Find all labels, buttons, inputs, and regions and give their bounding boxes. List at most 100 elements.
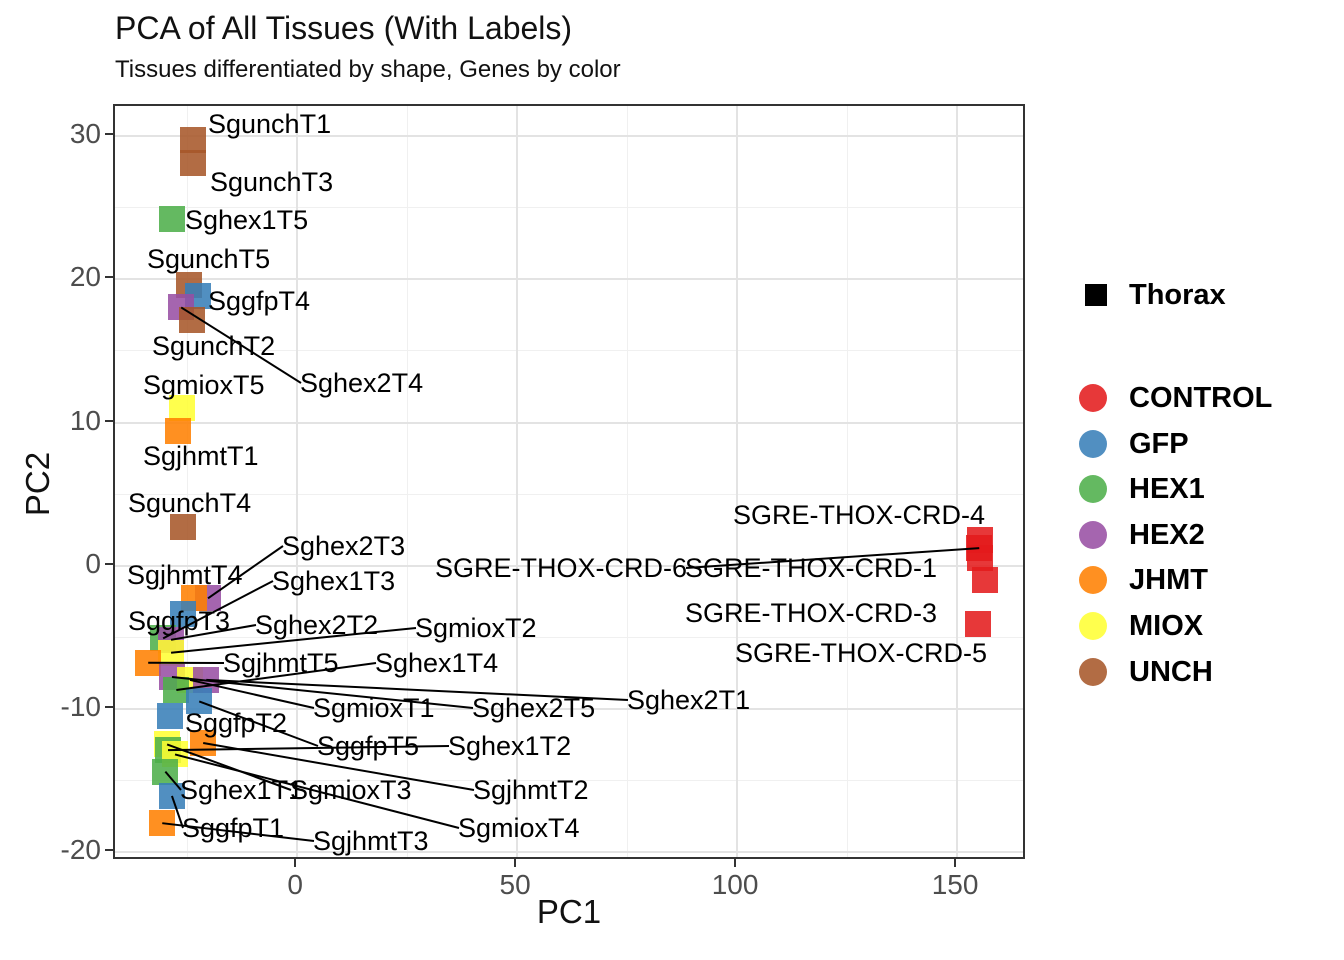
legend-thorax-label: Thorax xyxy=(1129,279,1226,311)
legend-color-swatch-control xyxy=(1079,384,1107,412)
chart-subtitle: Tissues differentiated by shape, Genes b… xyxy=(115,56,621,83)
y-axis-tick xyxy=(105,849,113,852)
point-label: SgmioxT5 xyxy=(143,370,265,400)
x-major-gridline xyxy=(736,106,739,857)
data-point xyxy=(157,702,184,729)
y-axis-tick-label: 0 xyxy=(85,547,101,579)
point-label: SGRE-THOX-CRD-1 xyxy=(685,553,938,583)
x-minor-gridline xyxy=(626,106,628,857)
legend-color-label-control: CONTROL xyxy=(1129,382,1273,414)
x-axis-tick-label: 100 xyxy=(711,869,759,900)
point-label: SggfpT2 xyxy=(185,708,288,738)
legend-color-swatch-jhmt xyxy=(1079,566,1107,595)
x-axis-tick xyxy=(514,859,517,867)
point-label: SgmioxT2 xyxy=(415,613,537,643)
legend-thorax-square-swatch xyxy=(1085,284,1107,306)
point-label: SggfpT1 xyxy=(182,813,285,843)
point-label: Sghex2T3 xyxy=(282,531,406,561)
point-label: SgmioxT3 xyxy=(290,775,412,805)
point-label: SggfpT5 xyxy=(317,731,420,761)
point-label: Sghex1T2 xyxy=(448,731,572,761)
y-major-gridline xyxy=(115,851,1023,854)
data-point xyxy=(165,417,192,444)
point-label: SgunchT5 xyxy=(147,244,271,274)
data-point xyxy=(169,513,196,540)
y-minor-gridline xyxy=(115,780,1023,782)
point-label: SgunchT1 xyxy=(208,109,332,139)
x-minor-gridline xyxy=(186,106,188,857)
y-minor-gridline xyxy=(115,637,1023,638)
legend-color-swatch-unch xyxy=(1079,657,1107,686)
x-axis-tick xyxy=(734,859,737,867)
y-minor-gridline xyxy=(115,207,1023,209)
point-label: SgunchT3 xyxy=(210,167,334,197)
point-label: SgmioxT4 xyxy=(458,813,580,843)
x-minor-gridline xyxy=(406,106,408,857)
point-label: Sghex2T1 xyxy=(627,685,751,715)
x-axis-tick-label: 50 xyxy=(499,869,531,900)
data-point xyxy=(169,394,196,421)
legend-color-swatch-hex2 xyxy=(1079,520,1107,549)
x-axis-tick-label: 0 xyxy=(287,869,303,900)
point-label: SgjhmtT1 xyxy=(143,441,259,471)
data-point xyxy=(135,649,162,676)
legend-color-swatch-miox xyxy=(1079,612,1107,640)
point-label: SgunchT2 xyxy=(152,331,276,361)
y-axis-tick xyxy=(105,706,113,709)
point-label: Sghex2T5 xyxy=(472,693,596,723)
legend-color-swatch-gfp xyxy=(1079,429,1107,458)
legend-color-label-jhmt: JHMT xyxy=(1129,564,1208,597)
y-minor-gridline xyxy=(115,493,1023,495)
legend-color-label-miox: MIOX xyxy=(1129,610,1204,642)
y-major-gridline xyxy=(115,564,1023,567)
point-label: SggfpT4 xyxy=(208,286,311,316)
point-label: SgunchT4 xyxy=(128,488,252,518)
data-point xyxy=(152,758,179,785)
y-axis-tick-label: -20 xyxy=(60,834,101,866)
point-label: SgjhmtT4 xyxy=(127,560,243,590)
y-axis-tick-label: -10 xyxy=(60,691,101,723)
point-label: Sghex1T1 xyxy=(180,775,304,805)
point-label: SgjhmtT3 xyxy=(313,826,429,856)
point-label: Sghex1T5 xyxy=(185,205,309,235)
y-major-gridline xyxy=(115,708,1023,711)
y-major-gridline xyxy=(115,278,1023,281)
y-major-gridline xyxy=(115,135,1023,138)
point-label: Sghex1T4 xyxy=(375,648,499,678)
x-axis-title: PC1 xyxy=(536,893,602,930)
y-axis-title: PC2 xyxy=(19,451,56,517)
legend-color-label-hex2: HEX2 xyxy=(1129,518,1205,551)
y-axis-tick xyxy=(105,133,113,136)
data-point xyxy=(180,126,207,153)
data-point xyxy=(964,611,991,638)
point-label: SGRE-THOX-CRD-6 xyxy=(435,553,688,583)
chart-title: PCA of All Tissues (With Labels) xyxy=(115,10,573,46)
x-major-gridline xyxy=(516,106,519,857)
legend-color-label-unch: UNCH xyxy=(1129,655,1213,688)
y-axis-tick-label: 10 xyxy=(69,404,101,436)
data-point xyxy=(971,566,998,593)
y-axis-tick xyxy=(105,419,113,422)
legend-color-swatch-hex1 xyxy=(1079,475,1107,504)
x-minor-gridline xyxy=(846,106,848,857)
x-major-gridline xyxy=(956,106,959,857)
data-point xyxy=(158,205,185,232)
point-label: Sghex2T2 xyxy=(255,610,379,640)
legend-color-label-gfp: GFP xyxy=(1129,427,1189,460)
y-axis-tick-label: 20 xyxy=(69,261,101,293)
point-label: SgjhmtT2 xyxy=(473,775,589,805)
data-point xyxy=(179,307,206,334)
data-point xyxy=(149,810,176,837)
x-axis-tick xyxy=(294,859,297,867)
x-axis-tick-label: 150 xyxy=(931,869,979,900)
x-major-gridline xyxy=(296,106,299,857)
point-label: Sghex1T3 xyxy=(272,566,396,596)
point-label: SGRE-THOX-CRD-5 xyxy=(735,638,988,668)
point-label: SgmioxT1 xyxy=(313,693,435,723)
y-minor-gridline xyxy=(115,350,1023,352)
x-axis-tick xyxy=(954,859,957,867)
point-label: SGRE-THOX-CRD-3 xyxy=(685,598,938,628)
y-axis-tick xyxy=(105,562,113,565)
point-label: Sghex2T4 xyxy=(300,368,424,398)
